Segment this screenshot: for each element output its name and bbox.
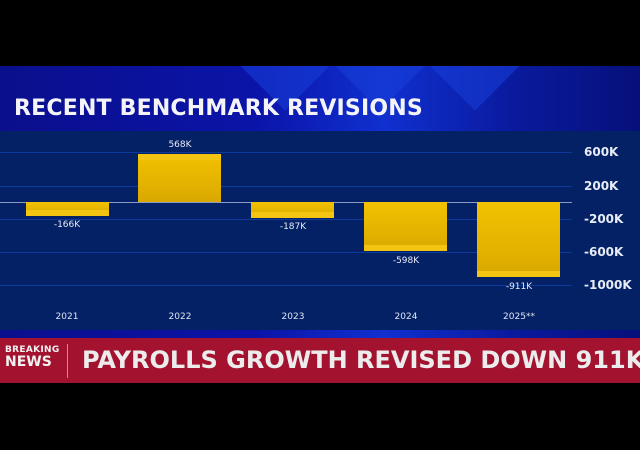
value-label-2023: -187K [279, 222, 307, 232]
decorative-cube [425, 66, 525, 111]
value-label-2021: -166K [53, 220, 81, 230]
bar-2023 [251, 202, 334, 218]
y-tick-label: 200K [584, 179, 619, 193]
gridline [0, 186, 572, 187]
value-label-2022: 568K [168, 140, 192, 150]
y-tick-label: 600K [584, 145, 619, 159]
x-tick-label: 2021 [55, 312, 79, 322]
y-tick-label: -200K [584, 212, 624, 226]
y-tick-label: -1000K [584, 278, 632, 292]
breaking-news-badge: BREAKING NEWS [5, 345, 60, 370]
gridline [0, 219, 572, 220]
news-label: NEWS [5, 354, 52, 370]
x-tick-label: 2023 [281, 312, 305, 322]
ticker-divider [67, 344, 68, 378]
bar-2022 [138, 154, 221, 202]
chart-title: RECENT BENCHMARK REVISIONS [14, 96, 423, 121]
bar-2021 [26, 202, 109, 216]
gridline [0, 285, 572, 286]
value-label-2024: -598K [392, 256, 420, 266]
ticker-headline: PAYROLLS GROWTH REVISED DOWN 911K [82, 346, 640, 374]
y-tick-label: -600K [584, 245, 624, 259]
x-tick-label: 2022 [168, 312, 192, 322]
bar-2025 [477, 202, 560, 277]
value-label-2025: -911K [505, 282, 533, 292]
breaking-news-ticker: BREAKING NEWS PAYROLLS GROWTH REVISED DO… [0, 338, 640, 383]
gridline [0, 152, 572, 153]
gridline [0, 252, 572, 253]
x-tick-label: 2024 [394, 312, 418, 322]
bar-2024 [364, 202, 447, 251]
x-tick-label: 2025** [503, 312, 535, 322]
breaking-label: BREAKING [5, 345, 60, 355]
